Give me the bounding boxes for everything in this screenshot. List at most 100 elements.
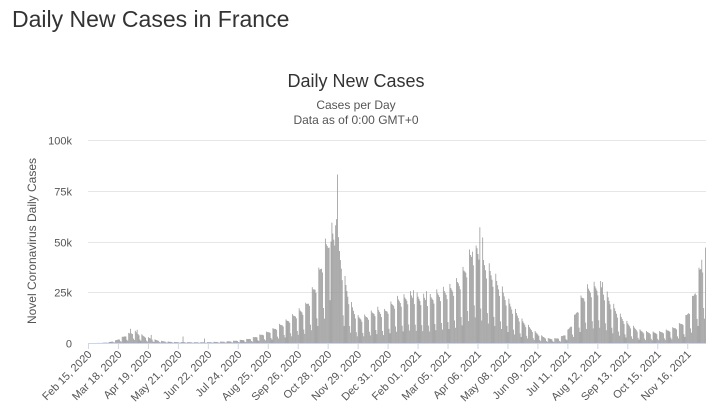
daily-case-bar[interactable] [133, 339, 135, 343]
daily-case-bar[interactable] [661, 332, 662, 343]
daily-case-bar[interactable] [619, 313, 621, 343]
daily-case-bar[interactable] [556, 338, 558, 343]
daily-case-bar[interactable] [414, 324, 416, 343]
daily-case-bar[interactable] [480, 308, 482, 343]
daily-case-bar[interactable] [412, 290, 414, 343]
daily-case-bar[interactable] [457, 283, 459, 343]
daily-case-bar[interactable] [476, 248, 478, 343]
daily-case-bar[interactable] [531, 331, 533, 343]
daily-case-bar[interactable] [563, 335, 565, 343]
daily-case-bar[interactable] [316, 318, 318, 343]
daily-case-bar[interactable] [450, 287, 452, 343]
daily-case-bar[interactable] [561, 336, 563, 343]
daily-case-bar[interactable] [256, 337, 258, 343]
daily-case-bar[interactable] [415, 330, 417, 343]
daily-case-bar[interactable] [252, 337, 254, 343]
daily-case-bar[interactable] [365, 316, 367, 343]
daily-case-bar[interactable] [506, 325, 508, 343]
daily-case-bar[interactable] [674, 328, 676, 343]
daily-case-bar[interactable] [298, 308, 300, 343]
daily-case-bar[interactable] [454, 320, 455, 343]
daily-case-bar[interactable] [251, 341, 252, 343]
daily-case-bar[interactable] [404, 297, 406, 343]
daily-case-bar[interactable] [639, 329, 641, 343]
daily-case-bar[interactable] [459, 289, 461, 343]
daily-case-bar[interactable] [704, 318, 705, 343]
daily-case-bar[interactable] [539, 339, 541, 343]
daily-case-bar[interactable] [349, 326, 351, 343]
daily-case-bar[interactable] [615, 311, 617, 343]
daily-case-bar[interactable] [461, 325, 463, 343]
daily-case-bar[interactable] [618, 335, 620, 343]
daily-case-bar[interactable] [427, 306, 428, 343]
daily-case-bar[interactable] [527, 338, 529, 343]
daily-case-bar[interactable] [683, 334, 685, 343]
daily-case-bar[interactable] [684, 336, 686, 343]
daily-case-bar[interactable] [669, 331, 671, 343]
daily-case-bar[interactable] [308, 303, 309, 343]
daily-case-bar[interactable] [270, 338, 272, 343]
daily-case-bar[interactable] [202, 342, 204, 343]
daily-case-bar[interactable] [519, 333, 521, 343]
daily-case-bar[interactable] [221, 341, 222, 343]
daily-case-bar[interactable] [132, 334, 133, 343]
daily-case-bar[interactable] [233, 340, 235, 343]
daily-case-bar[interactable] [486, 278, 487, 343]
daily-case-bar[interactable] [470, 254, 471, 343]
daily-case-bar[interactable] [340, 268, 342, 343]
daily-case-bar[interactable] [592, 328, 594, 343]
daily-case-bar[interactable] [675, 328, 676, 343]
daily-case-bar[interactable] [361, 321, 363, 343]
daily-case-bar[interactable] [399, 302, 401, 343]
daily-case-bar[interactable] [337, 174, 338, 343]
daily-case-bar[interactable] [375, 330, 377, 343]
daily-case-bar[interactable] [265, 340, 266, 343]
daily-case-bar[interactable] [161, 340, 162, 343]
daily-case-bar[interactable] [377, 306, 379, 343]
daily-case-bar[interactable] [620, 316, 622, 343]
daily-case-bar[interactable] [650, 338, 652, 343]
daily-case-bar[interactable] [194, 342, 196, 343]
daily-case-bar[interactable] [396, 331, 397, 343]
daily-case-bar[interactable] [575, 313, 577, 343]
daily-case-bar[interactable] [588, 288, 589, 343]
daily-case-bar[interactable] [171, 342, 173, 343]
daily-case-bar[interactable] [154, 339, 156, 343]
daily-case-bar[interactable] [134, 330, 136, 343]
daily-case-bar[interactable] [616, 313, 617, 343]
daily-case-bar[interactable] [447, 322, 449, 343]
daily-case-bar[interactable] [309, 305, 310, 343]
daily-case-bar[interactable] [137, 334, 139, 343]
daily-case-bar[interactable] [696, 318, 698, 343]
daily-case-bar[interactable] [123, 336, 125, 343]
daily-case-bar[interactable] [449, 283, 451, 343]
daily-case-bar[interactable] [339, 250, 340, 343]
daily-case-bar[interactable] [131, 333, 132, 343]
daily-case-bar[interactable] [453, 295, 455, 343]
daily-case-bar[interactable] [437, 293, 439, 343]
daily-case-bar[interactable] [342, 315, 344, 343]
daily-case-bar[interactable] [630, 328, 632, 343]
daily-case-bar[interactable] [521, 318, 523, 343]
daily-case-bar[interactable] [426, 291, 427, 343]
daily-case-bar[interactable] [517, 318, 519, 343]
daily-case-bar[interactable] [261, 334, 263, 343]
daily-case-bar[interactable] [439, 297, 441, 343]
daily-case-bar[interactable] [522, 321, 524, 343]
daily-case-bar[interactable] [356, 336, 358, 343]
daily-case-bar[interactable] [657, 338, 659, 343]
daily-case-bar[interactable] [504, 300, 506, 343]
daily-case-bar[interactable] [120, 341, 122, 343]
daily-case-bar[interactable] [571, 326, 573, 343]
daily-case-bar[interactable] [438, 295, 440, 343]
daily-case-bar[interactable] [328, 247, 330, 343]
daily-case-bar[interactable] [580, 295, 582, 343]
daily-case-bar[interactable] [642, 332, 644, 343]
daily-case-bar[interactable] [573, 336, 574, 343]
daily-case-bar[interactable] [532, 338, 534, 343]
daily-case-bar[interactable] [411, 295, 412, 343]
daily-case-bar[interactable] [401, 325, 403, 343]
daily-case-bar[interactable] [227, 341, 229, 343]
daily-case-bar[interactable] [663, 333, 664, 343]
daily-case-bar[interactable] [391, 303, 393, 343]
